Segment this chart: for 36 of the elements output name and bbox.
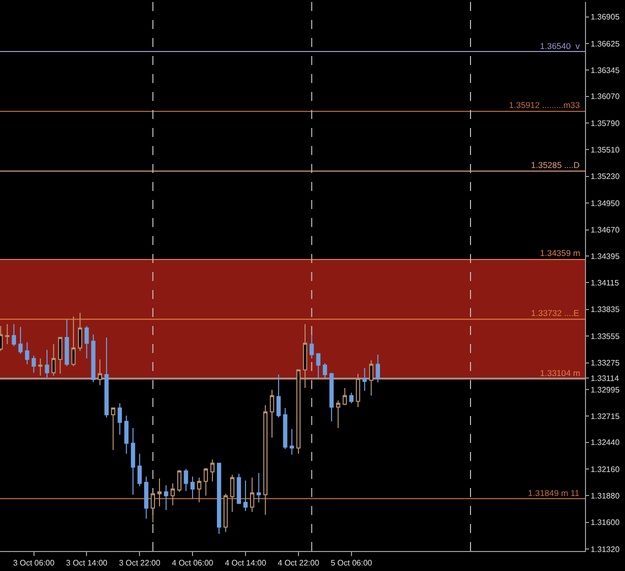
y-tick-label: 1.31600 [590, 518, 620, 528]
ref-line-label: 1.33104 m [540, 368, 580, 378]
x-tick-label: 3 Oct 22:00 [118, 558, 161, 568]
y-tick-label: 1.32995 [590, 385, 620, 394]
y-tick-label: 1.33275 [590, 358, 620, 368]
y-tick-label: 1.34115 [590, 278, 620, 288]
y-tick-label: 1.35790 [590, 118, 620, 128]
y-tick-label: 1.32715 [590, 412, 620, 421]
x-tick-label: 5 Oct 06:00 [330, 558, 373, 568]
y-tick-label: 1.34950 [590, 198, 620, 208]
y-tick-label: 1.32440 [590, 438, 620, 448]
y-tick-label: 1.34670 [590, 226, 620, 235]
ref-line-label: 1.31849 m 11 [528, 488, 580, 498]
y-tick-label: 1.36070 [590, 92, 620, 102]
y-tick-label: 1.36905 [590, 12, 620, 22]
y-tick-label: 1.32160 [590, 464, 620, 474]
y-tick-label: 1.35230 [590, 172, 620, 182]
x-tick-label: 4 Oct 06:00 [172, 558, 214, 568]
x-tick-label: 4 Oct 22:00 [278, 558, 320, 568]
x-tick-label: 3 Oct 14:00 [66, 558, 108, 568]
y-tick-label: 1.35510 [590, 146, 620, 155]
ref-line-label: 1.36540 v [540, 41, 580, 51]
ref-line-label: 1.35285 ....D [531, 160, 580, 170]
y-tick-label: 1.33835 [590, 305, 620, 314]
ref-line-label: 1.35912 .........m33 [509, 100, 580, 110]
x-tick-label: 4 Oct 14:00 [224, 558, 267, 568]
y-tick-label: 1.33114 [590, 374, 620, 383]
ref-line-label: 1.34359 m [540, 248, 580, 258]
ref-line-label: 1.33732 ....E [531, 308, 580, 318]
y-tick-label: 1.31880 [590, 492, 620, 501]
y-tick-label: 1.34395 [590, 252, 620, 261]
x-tick-label: 3 Oct 06:00 [13, 558, 55, 568]
y-tick-label: 1.31320 [590, 544, 620, 554]
y-tick-label: 1.36625 [590, 39, 620, 48]
y-tick-label: 1.33555 [590, 332, 620, 341]
y-tick-label: 1.36345 [590, 66, 620, 75]
